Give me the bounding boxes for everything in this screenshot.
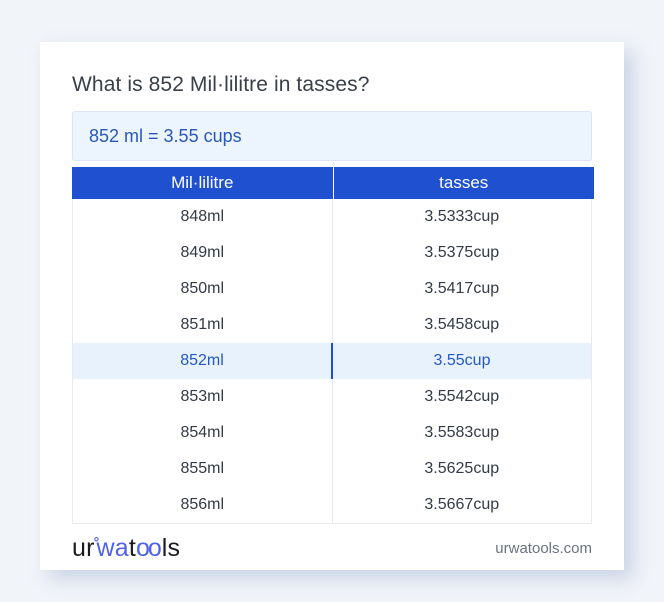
- cup-value: 3.5333cup: [424, 208, 500, 225]
- logo-text-dark: ur: [72, 534, 95, 562]
- ml-value: 851ml: [73, 307, 333, 343]
- ml-value: 855ml: [73, 451, 333, 487]
- logo-text-blue: wa: [96, 534, 129, 562]
- table-row-highlighted: 852ml 3.55cup: [73, 343, 591, 379]
- table-row: 853ml 3.5542cup: [73, 379, 591, 415]
- cup-value: 3.5667cup: [424, 496, 500, 513]
- conversion-result-text: 852 ml = 3.55 cups: [89, 125, 242, 146]
- cup-value: 3.5583cup: [424, 424, 500, 441]
- ml-value: 856ml: [73, 487, 333, 523]
- column-header-tasses: tasses: [439, 173, 489, 192]
- page-title: What is 852 Mil·lilitre in tasses?: [72, 73, 370, 96]
- ml-value: 852ml: [73, 343, 333, 379]
- logo-text-dark: ls: [161, 534, 181, 562]
- cup-value: 3.5542cup: [424, 388, 500, 405]
- table-row: 856ml 3.5667cup: [73, 487, 591, 523]
- logo-text-dark: t: [128, 534, 136, 562]
- site-domain-text: urwatools.com: [495, 539, 592, 557]
- ml-value: 854ml: [73, 415, 333, 451]
- table-row: 849ml 3.5375cup: [73, 235, 591, 271]
- converter-card: What is 852 Mil·lilitre in tasses? 852 m…: [40, 42, 624, 570]
- table-header-row: Mil·lilitre tasses: [72, 167, 594, 199]
- cup-value: 3.55cup: [433, 352, 491, 369]
- cup-value: 3.5625cup: [424, 460, 500, 477]
- conversion-result-box: 852 ml = 3.55 cups: [72, 111, 592, 161]
- cup-value: 3.5375cup: [424, 244, 500, 261]
- urwatools-logo[interactable]: ur°watools: [72, 535, 180, 561]
- conversion-table: Mil·lilitre tasses 848ml 3.5333cup 849ml…: [72, 167, 594, 524]
- column-header-millilitre: Mil·lilitre: [72, 167, 334, 199]
- table-row: 851ml 3.5458cup: [73, 307, 591, 343]
- ml-value: 848ml: [73, 199, 333, 235]
- ml-value: 853ml: [73, 379, 333, 415]
- table-row: 855ml 3.5625cup: [73, 451, 591, 487]
- card-footer: ur°watools urwatools.com: [72, 524, 592, 572]
- cup-value: 3.5458cup: [424, 316, 500, 333]
- ml-value: 850ml: [73, 271, 333, 307]
- logo-ring-icon: °: [93, 534, 100, 550]
- ml-value: 849ml: [73, 235, 333, 271]
- table-row: 848ml 3.5333cup: [73, 199, 591, 235]
- table-row: 850ml 3.5417cup: [73, 271, 591, 307]
- logo-glasses-oo: oo: [135, 534, 162, 562]
- table-row: 854ml 3.5583cup: [73, 415, 591, 451]
- cup-value: 3.5417cup: [424, 280, 500, 297]
